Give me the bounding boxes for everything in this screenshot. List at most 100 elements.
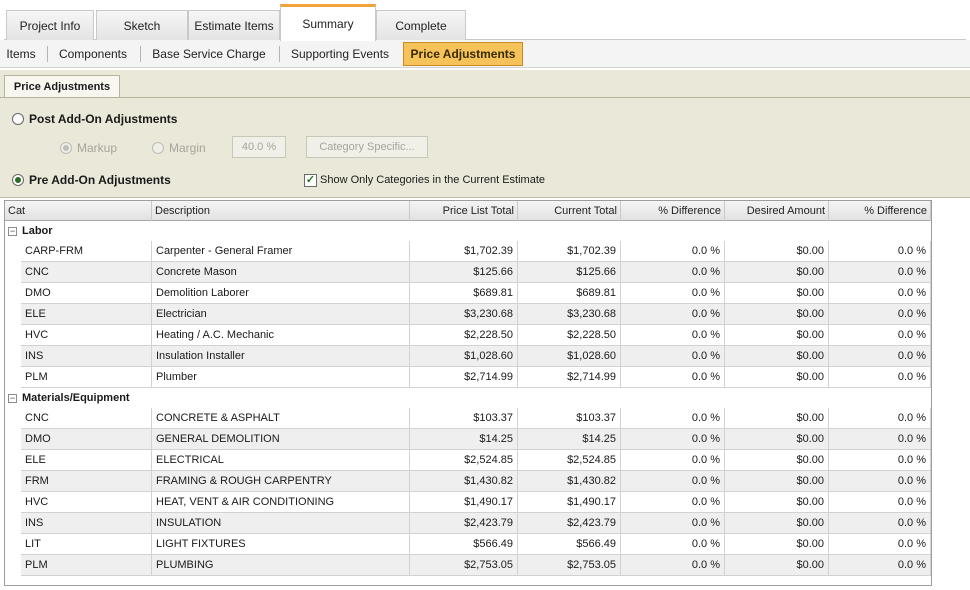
table-row[interactable]: DMO GENERAL DEMOLITION $14.25 $14.25 0.0 % $0… [21,429,931,450]
subtab-items[interactable]: Items [6,47,36,61]
cell-desired-amount[interactable]: $0.00 [725,492,829,513]
margin-radio[interactable] [152,142,164,154]
cell-percent-difference-desired: 0.0 % [829,471,931,492]
column-header-desired-amount[interactable]: Desired Amount [725,201,829,221]
cell-desired-amount[interactable]: $0.00 [725,367,829,388]
cell-desired-amount[interactable]: $0.00 [725,304,829,325]
cell-description: PLUMBING [152,555,410,576]
cell-desired-amount[interactable]: $0.00 [725,471,829,492]
cell-cat: CNC [21,408,152,429]
cell-cat: CARP-FRM [21,241,152,262]
summary-sub-tab-bar: Items Components Base Service Charge Sup… [0,40,970,68]
grid-header: Cat Description Price List Total Current… [5,201,931,221]
table-row[interactable]: LIT LIGHT FIXTURES $566.49 $566.49 0.0 % $0.0… [21,534,931,555]
table-row[interactable]: PLM Plumber $2,714.99 $2,714.99 0.0 % $0.00 0.… [21,367,931,388]
cell-percent-difference: 0.0 % [621,429,725,450]
cell-desired-amount[interactable]: $0.00 [725,450,829,471]
cell-price-list-total: $1,430.82 [410,471,518,492]
column-header-description[interactable]: Description [152,201,410,221]
cell-description: LIGHT FIXTURES [152,534,410,555]
table-row[interactable]: CNC CONCRETE & ASPHALT $103.37 $103.37 0.0 %… [21,408,931,429]
main-tab-bar: Project Info Sketch Estimate Items Summa… [4,4,966,41]
cell-percent-difference: 0.0 % [621,367,725,388]
price-adjustments-grid: Cat Description Price List Total Current… [4,200,932,586]
percent-input[interactable]: 40.0 % [232,136,286,158]
group-row[interactable]: − Materials/Equipment [5,388,931,408]
cell-percent-difference: 0.0 % [621,304,725,325]
cell-percent-difference: 0.0 % [621,262,725,283]
cell-percent-difference: 0.0 % [621,450,725,471]
subtab-base-service-charge[interactable]: Base Service Charge [152,47,266,61]
cell-desired-amount[interactable]: $0.00 [725,346,829,367]
tab-estimate-items[interactable]: Estimate Items [188,10,280,40]
cell-desired-amount[interactable]: $0.00 [725,513,829,534]
column-header-percent-difference-desired[interactable]: % Difference [829,201,931,221]
margin-label: Margin [169,141,206,155]
pre-addon-radio[interactable] [12,174,24,186]
category-specific-button[interactable]: Category Specific... [306,136,428,158]
tab-divider [279,46,280,62]
collapse-icon[interactable]: − [8,392,17,403]
column-header-cat[interactable]: Cat [5,201,152,221]
cell-percent-difference-desired: 0.0 % [829,262,931,283]
column-header-current-total[interactable]: Current Total [518,201,621,221]
cell-price-list-total: $103.37 [410,408,518,429]
cell-current-total: $2,423.79 [518,513,621,534]
table-row[interactable]: HVC HEAT, VENT & AIR CONDITIONING $1,490.1… [21,492,931,513]
post-addon-radio[interactable] [12,113,24,125]
cell-price-list-total: $1,702.39 [410,241,518,262]
cell-cat: INS [21,346,152,367]
cell-cat: HVC [21,325,152,346]
subtab-price-adjustments[interactable]: Price Adjustments [403,42,523,66]
cell-desired-amount[interactable]: $0.00 [725,241,829,262]
cell-description: Plumber [152,367,410,388]
cell-desired-amount[interactable]: $0.00 [725,429,829,450]
cell-desired-amount[interactable]: $0.00 [725,325,829,346]
cell-percent-difference-desired: 0.0 % [829,367,931,388]
post-addon-label: Post Add-On Adjustments [29,112,178,126]
cell-percent-difference: 0.0 % [621,534,725,555]
cell-desired-amount[interactable]: $0.00 [725,555,829,576]
table-row[interactable]: ELE ELECTRICAL $2,524.85 $2,524.85 0.0 % $0.0… [21,450,931,471]
table-row[interactable]: ELE Electrician $3,230.68 $3,230.68 0.0 % $0.… [21,304,931,325]
table-row[interactable]: HVC Heating / A.C. Mechanic $2,228.50 $2,22… [21,325,931,346]
cell-percent-difference-desired: 0.0 % [829,241,931,262]
cell-percent-difference-desired: 0.0 % [829,283,931,304]
collapse-icon[interactable]: − [8,225,17,236]
cell-current-total: $1,490.17 [518,492,621,513]
markup-radio[interactable] [60,142,72,154]
table-row[interactable]: INS INSULATION $2,423.79 $2,423.79 0.0 % $0.0… [21,513,931,534]
tab-summary[interactable]: Summary [280,4,376,41]
cell-description: Heating / A.C. Mechanic [152,325,410,346]
cell-desired-amount[interactable]: $0.00 [725,262,829,283]
markup-label: Markup [77,141,118,155]
table-row[interactable]: FRM FRAMING & ROUGH CARPENTRY $1,430.82 $1,… [21,471,931,492]
table-row[interactable]: DMO Demolition Laborer $689.81 $689.81 0.0 %… [21,283,931,304]
group-row[interactable]: − Labor [5,221,931,241]
tab-sketch[interactable]: Sketch [96,10,188,40]
cell-current-total: $2,753.05 [518,555,621,576]
tab-project-info[interactable]: Project Info [6,10,94,40]
tab-complete[interactable]: Complete [376,10,466,40]
column-header-price-list-total[interactable]: Price List Total [410,201,518,221]
cell-current-total: $2,228.50 [518,325,621,346]
table-row[interactable]: CARP-FRM Carpenter - General Framer $1,702… [21,241,931,262]
subtab-components[interactable]: Components [58,47,128,61]
cell-cat: DMO [21,283,152,304]
cell-percent-difference: 0.0 % [621,492,725,513]
cell-cat: INS [21,513,152,534]
cell-current-total: $689.81 [518,283,621,304]
panel-tab-price-adjustments[interactable]: Price Adjustments [4,75,120,97]
cell-percent-difference-desired: 0.0 % [829,534,931,555]
cell-desired-amount[interactable]: $0.00 [725,534,829,555]
show-only-checkbox[interactable]: ✓ [304,174,317,187]
cell-percent-difference-desired: 0.0 % [829,555,931,576]
show-only-label: Show Only Categories in the Current Esti… [320,174,545,186]
table-row[interactable]: CNC Concrete Mason $125.66 $125.66 0.0 % $0.0… [21,262,931,283]
subtab-supporting-events[interactable]: Supporting Events [290,47,390,61]
table-row[interactable]: INS Insulation Installer $1,028.60 $1,028.6… [21,346,931,367]
table-row[interactable]: PLM PLUMBING $2,753.05 $2,753.05 0.0 % $0.00 0… [21,555,931,576]
cell-desired-amount[interactable]: $0.00 [725,408,829,429]
cell-desired-amount[interactable]: $0.00 [725,283,829,304]
column-header-percent-difference[interactable]: % Difference [621,201,725,221]
